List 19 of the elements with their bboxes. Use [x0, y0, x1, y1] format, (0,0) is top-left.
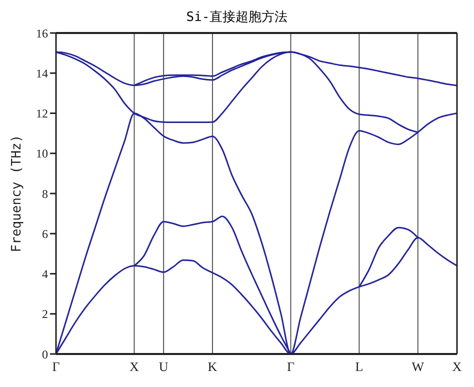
y-tick-label: 14 — [36, 66, 48, 80]
chart-title: Si-直接超胞方法 — [185, 9, 289, 27]
x-tick-label: L — [355, 359, 364, 374]
x-tick-label: K — [208, 359, 218, 374]
x-tick-label: U — [158, 359, 169, 374]
x-tick-label: W — [412, 359, 425, 374]
x-tick-label: Γ — [286, 359, 295, 374]
x-tick-label: X — [130, 359, 140, 374]
y-tick-label: 6 — [42, 226, 48, 241]
y-tick-label: 8 — [42, 186, 48, 201]
y-tick-label: 16 — [36, 26, 48, 40]
x-tick-label: X — [452, 359, 462, 374]
y-tick-label: 12 — [36, 106, 48, 121]
y-tick-label: 0 — [42, 347, 48, 362]
x-tick-label: Γ — [52, 359, 60, 374]
y-tick-label: 2 — [42, 307, 48, 322]
y-tick-label: 10 — [36, 146, 48, 161]
y-tick-label: 4 — [42, 267, 48, 282]
y-axis-title: Frequency (THz) — [10, 134, 25, 252]
